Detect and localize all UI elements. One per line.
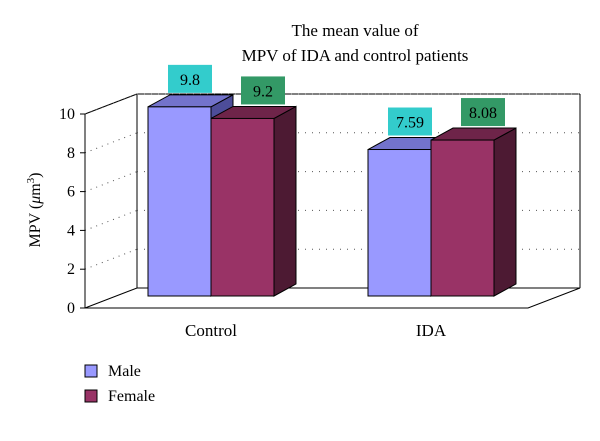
legend: Male Female bbox=[84, 363, 155, 405]
bar-female-control bbox=[210, 117, 275, 297]
data-label-box-female-ida bbox=[461, 98, 505, 127]
chart-title-line-2: MPV of IDA and control patients bbox=[242, 46, 469, 65]
y-axis bbox=[80, 113, 86, 309]
bar-side-female-control bbox=[273, 105, 297, 297]
bars bbox=[147, 94, 517, 297]
chart-title: The mean value of MPV of IDA and control… bbox=[242, 21, 469, 65]
bar-male-ida bbox=[367, 149, 432, 297]
data-label-male-ida: 7.59 bbox=[396, 115, 424, 132]
data-labels: 9.8 9.2 7.59 8.08 bbox=[168, 64, 505, 136]
y-axis-label: MPV (μm3) bbox=[25, 172, 44, 247]
plot-walls bbox=[84, 93, 581, 309]
y-tick-label: 8 bbox=[67, 145, 75, 162]
legend-swatch-male bbox=[84, 364, 98, 378]
side-wall-top bbox=[84, 93, 138, 115]
legend-swatch-female bbox=[84, 389, 98, 403]
gridline-side bbox=[84, 209, 138, 231]
y-tick-label: 10 bbox=[59, 106, 75, 123]
bar-male-control bbox=[147, 106, 212, 297]
gridline-side bbox=[84, 171, 138, 193]
category-label-control: Control bbox=[185, 321, 237, 340]
data-label-male-control: 9.8 bbox=[180, 72, 200, 89]
data-label-box-male-control bbox=[168, 64, 212, 93]
y-tick-label: 0 bbox=[67, 300, 75, 317]
y-tick-label: 2 bbox=[67, 261, 75, 278]
bar-side-female-ida bbox=[493, 127, 517, 297]
gridline-side bbox=[84, 132, 138, 154]
data-label-female-control: 9.2 bbox=[253, 83, 273, 100]
gridline-side bbox=[84, 248, 138, 270]
data-label-female-ida: 8.08 bbox=[469, 105, 497, 122]
legend-label-female: Female bbox=[108, 388, 155, 405]
legend-label-male: Male bbox=[108, 363, 141, 380]
data-label-box-male-ida bbox=[388, 107, 432, 136]
y-tick-labels: 0 2 4 6 8 10 bbox=[59, 106, 75, 317]
y-tick-label: 6 bbox=[67, 184, 75, 201]
y-tick-label: 4 bbox=[67, 222, 75, 239]
data-label-box-female-control bbox=[241, 76, 285, 105]
bar-female-ida bbox=[430, 139, 495, 297]
chart-title-line-1: The mean value of bbox=[292, 21, 419, 40]
category-label-ida: IDA bbox=[416, 321, 447, 340]
category-labels: Control IDA bbox=[185, 321, 447, 340]
